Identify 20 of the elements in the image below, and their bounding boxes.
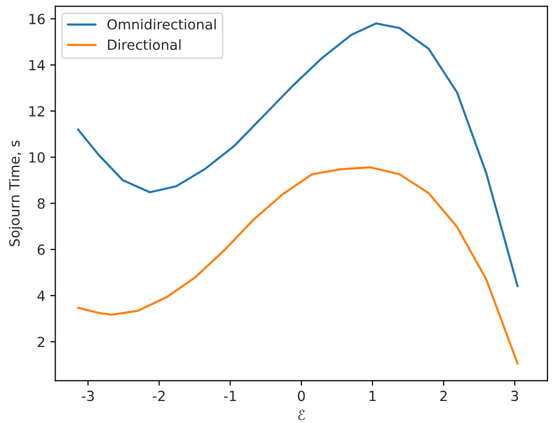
x-tick-label: -2 xyxy=(152,390,165,401)
legend-label: Omnidirectional xyxy=(107,18,216,30)
x-tick-label: -3 xyxy=(82,390,94,402)
legend-label: Directional xyxy=(108,39,180,50)
x-tick-label: -1 xyxy=(224,390,236,401)
y-tick-label: 14 xyxy=(29,60,45,70)
x-tick-label: 1 xyxy=(370,390,376,401)
x-axis-title: ℰ xyxy=(298,410,306,420)
y-tick-label: 12 xyxy=(29,106,44,116)
line-series xyxy=(77,166,519,365)
x-tick-label: 0 xyxy=(298,390,305,402)
y-tick-label: 16 xyxy=(29,14,45,24)
y-tick-label: 10 xyxy=(29,152,45,163)
x-tick-label: 3 xyxy=(511,390,518,402)
y-tick-label: 8 xyxy=(38,198,45,209)
y-axis-title: Sojourn Time, s xyxy=(8,140,22,246)
y-tick-label: 4 xyxy=(37,290,45,301)
y-tick-label: 2 xyxy=(38,336,44,347)
y-tick-label: 6 xyxy=(38,244,45,255)
x-tick-label: 2 xyxy=(440,390,447,401)
